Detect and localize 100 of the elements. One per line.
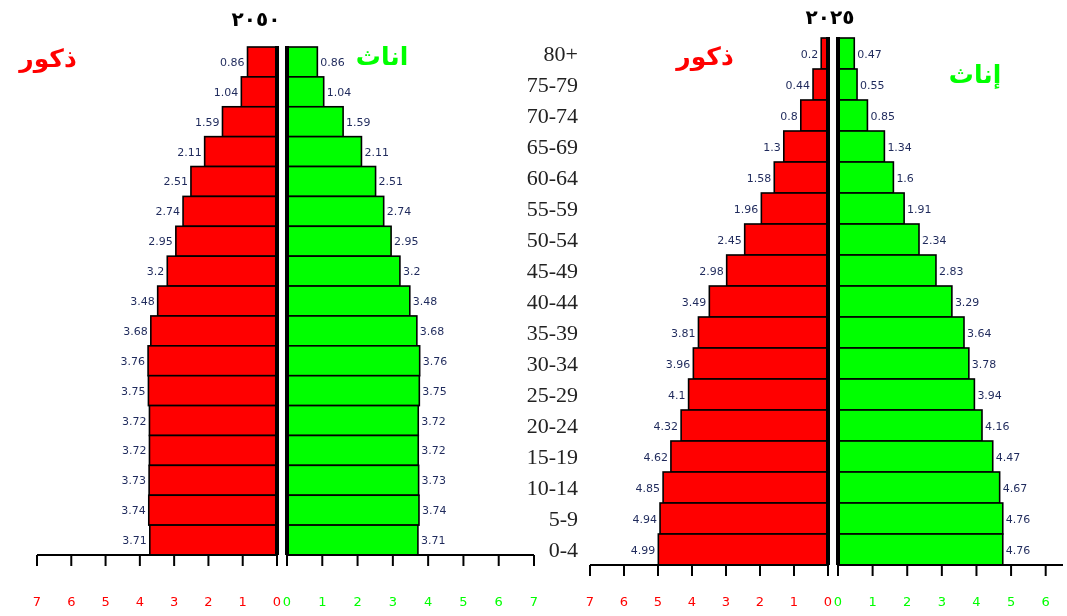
data-label: 3.2	[146, 265, 165, 279]
x-tick-label: 6	[67, 594, 76, 609]
data-label: 2.11	[177, 145, 202, 159]
x-tick-label: 4	[972, 594, 981, 609]
data-label: 4.47	[995, 450, 1021, 464]
data-label: 1.04	[213, 85, 239, 99]
data-label: 4.16	[985, 419, 1010, 433]
x-tick-label: 1	[789, 594, 799, 609]
series-name: ذكور	[19, 44, 77, 73]
data-label: 4.32	[653, 419, 679, 433]
data-label: 3.72	[421, 414, 446, 428]
x-tick-label: 2	[755, 594, 765, 609]
x-tick-label: 6	[1041, 594, 1050, 609]
data-label: 0.85	[870, 109, 895, 123]
data-label: 3.72	[121, 414, 147, 428]
data-label: 4.76	[1005, 512, 1031, 526]
x-tick-label: 6	[494, 594, 503, 609]
x-tick-label: 4	[135, 594, 144, 609]
data-label: 2.95	[148, 235, 173, 249]
category-label: 50-54	[526, 226, 578, 252]
category-label: 55-59	[526, 195, 578, 221]
category-label: 15-19	[526, 443, 578, 469]
data-label: 2.98	[699, 264, 724, 278]
series-name: ذكور	[676, 42, 734, 71]
data-label: 3.48	[412, 295, 438, 308]
title: ٢٠٥٠	[231, 7, 281, 31]
x-tick-label: 6	[619, 594, 629, 609]
data-label: 3.2	[402, 265, 421, 279]
data-label: 4.1	[668, 388, 686, 402]
x-tick-label: 0	[833, 594, 843, 609]
data-label: 2.74	[155, 205, 181, 219]
data-label: 3.75	[120, 384, 146, 398]
data-label: 3.94	[977, 388, 1002, 402]
data-label: 1.59	[346, 115, 371, 129]
data-label: 3.68	[419, 324, 445, 338]
data-label: 3.81	[670, 326, 696, 340]
category-label: 40-44	[526, 288, 578, 314]
data-label: 2.74	[386, 205, 412, 219]
x-tick-label: 1	[238, 594, 247, 609]
category-label: 80+	[543, 40, 578, 66]
data-label: 3.64	[967, 326, 992, 340]
x-tick-label: 2	[204, 594, 213, 609]
data-label: 3.76	[120, 354, 146, 368]
data-label: 1.6	[896, 171, 914, 185]
data-label: 0.86	[220, 55, 245, 69]
category-label: 60-64	[526, 164, 578, 190]
data-label: 1.04	[326, 85, 352, 99]
x-tick-label: 7	[529, 594, 539, 609]
title: ٢٠٢٥	[805, 5, 855, 29]
category-label: 5-9	[548, 505, 578, 531]
data-label: 2.34	[922, 233, 947, 247]
x-tick-label: 0	[282, 594, 292, 609]
data-label: 4.62	[643, 450, 668, 464]
data-label: 3.71	[420, 534, 446, 548]
x-tick-label: 0	[272, 594, 282, 609]
data-label: 1.3	[763, 140, 781, 154]
data-label: 3.74	[121, 504, 146, 518]
data-label: 3.73	[421, 474, 447, 488]
category-label: 10-14	[526, 474, 578, 500]
data-label: 0.47	[857, 47, 882, 61]
data-label: 3.76	[422, 354, 448, 368]
x-tick-label: 4	[687, 594, 697, 609]
data-label: 3.71	[122, 534, 147, 548]
category-label: 75-79	[526, 71, 578, 97]
x-tick-label: 3	[388, 594, 397, 609]
category-label: 0-4	[548, 536, 578, 562]
data-label: 2.95	[394, 235, 419, 249]
data-label: 4.99	[630, 543, 656, 557]
data-label: 0.55	[860, 78, 885, 92]
data-label: 3.73	[121, 474, 147, 488]
x-tick-label: 5	[1006, 594, 1016, 609]
category-label: 45-49	[526, 257, 578, 283]
x-tick-label: 1	[868, 594, 877, 609]
data-label: 0.86	[320, 55, 345, 69]
data-label: 1.91	[907, 202, 932, 216]
data-label: 4.85	[635, 481, 661, 495]
data-label: 3.96	[665, 357, 691, 371]
data-label: 0.44	[785, 78, 811, 92]
data-label: 3.74	[421, 504, 447, 518]
data-label: 1.34	[887, 140, 912, 154]
data-label: 1.58	[746, 171, 772, 185]
x-tick-label: 0	[823, 594, 833, 609]
x-tick-label: 7	[32, 594, 42, 609]
series-name: إناث	[948, 60, 1002, 89]
data-label: 2.83	[938, 264, 964, 278]
x-tick-label: 4	[424, 594, 433, 609]
x-tick-label: 3	[721, 594, 731, 609]
x-tick-label: 3	[937, 594, 946, 609]
data-label: 1.96	[733, 202, 759, 216]
x-tick-label: 5	[653, 594, 663, 609]
x-tick-label: 2	[353, 594, 362, 609]
data-label: 3.49	[681, 295, 707, 309]
data-label: 0.2	[800, 47, 819, 61]
data-label: 2.45	[717, 233, 742, 247]
x-tick-label: 2	[903, 594, 912, 609]
category-label: 30-34	[526, 350, 578, 376]
data-label: 3.48	[130, 295, 155, 308]
data-label: 1.59	[195, 115, 220, 129]
category-label: 70-74	[526, 102, 578, 128]
category-label: 20-24	[526, 412, 578, 438]
